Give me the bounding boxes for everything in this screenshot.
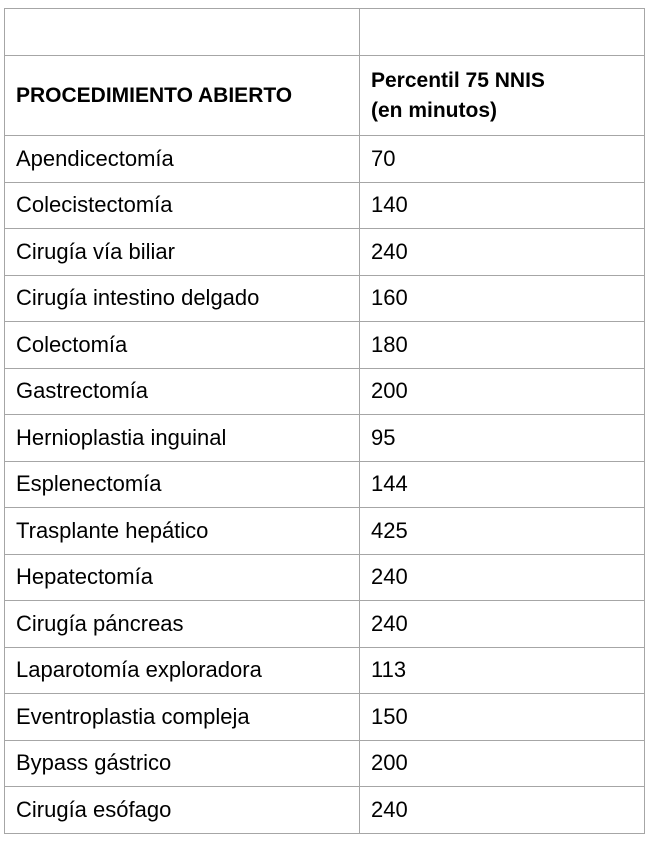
procedure-cell: Cirugía esófago: [4, 786, 360, 834]
empty-cell: [4, 8, 360, 56]
header-row: PROCEDIMIENTO ABIERTO Percentil 75 NNIS …: [4, 55, 645, 136]
procedure-cell: Bypass gástrico: [4, 739, 360, 787]
procedure-cell: Laparotomía exploradora: [4, 646, 360, 694]
value-cell: 113: [359, 646, 645, 694]
table-row: Esplenectomía 144: [4, 460, 645, 508]
value-cell: 240: [359, 553, 645, 601]
value-cell: 160: [359, 274, 645, 322]
table-row: Bypass gástrico 200: [4, 739, 645, 787]
header-percentile-line2: (en minutos): [371, 98, 497, 122]
value-cell: 240: [359, 786, 645, 834]
value-cell: 95: [359, 414, 645, 462]
procedure-cell: Apendicectomía: [4, 135, 360, 183]
value-cell: 200: [359, 739, 645, 787]
procedure-cell: Hernioplastia inguinal: [4, 414, 360, 462]
header-procedure: PROCEDIMIENTO ABIERTO: [4, 55, 360, 136]
procedure-cell: Cirugía intestino delgado: [4, 274, 360, 322]
procedure-cell: Colectomía: [4, 321, 360, 369]
value-cell: 240: [359, 600, 645, 648]
table-row: Trasplante hepático 425: [4, 507, 645, 555]
table-row: Cirugía esófago 240: [4, 786, 645, 834]
table-row: Colecistectomía 140: [4, 181, 645, 229]
procedure-cell: Colecistectomía: [4, 181, 360, 229]
header-percentile: Percentil 75 NNIS (en minutos): [359, 55, 645, 136]
value-cell: 180: [359, 321, 645, 369]
procedure-cell: Esplenectomía: [4, 460, 360, 508]
empty-row: [4, 8, 645, 56]
value-cell: 200: [359, 367, 645, 415]
table-row: Cirugía intestino delgado 160: [4, 274, 645, 322]
value-cell: 150: [359, 693, 645, 741]
procedure-cell: Eventroplastia compleja: [4, 693, 360, 741]
procedure-cell: Cirugía páncreas: [4, 600, 360, 648]
value-cell: 425: [359, 507, 645, 555]
table-row: Laparotomía exploradora 113: [4, 646, 645, 694]
value-cell: 144: [359, 460, 645, 508]
procedures-table: PROCEDIMIENTO ABIERTO Percentil 75 NNIS …: [4, 8, 645, 834]
empty-cell: [359, 8, 645, 56]
table-row: Cirugía páncreas 240: [4, 600, 645, 648]
procedure-cell: Cirugía vía biliar: [4, 228, 360, 276]
table-row: Cirugía vía biliar 240: [4, 228, 645, 276]
procedure-cell: Hepatectomía: [4, 553, 360, 601]
procedure-cell: Gastrectomía: [4, 367, 360, 415]
value-cell: 70: [359, 135, 645, 183]
table-row: Colectomía 180: [4, 321, 645, 369]
table-row: Eventroplastia compleja 150: [4, 693, 645, 741]
value-cell: 240: [359, 228, 645, 276]
table-row: Hepatectomía 240: [4, 553, 645, 601]
table-row: Hernioplastia inguinal 95: [4, 414, 645, 462]
table-row: Apendicectomía 70: [4, 135, 645, 183]
table-row: Gastrectomía 200: [4, 367, 645, 415]
procedure-cell: Trasplante hepático: [4, 507, 360, 555]
value-cell: 140: [359, 181, 645, 229]
header-percentile-line1: Percentil 75 NNIS: [371, 68, 545, 92]
